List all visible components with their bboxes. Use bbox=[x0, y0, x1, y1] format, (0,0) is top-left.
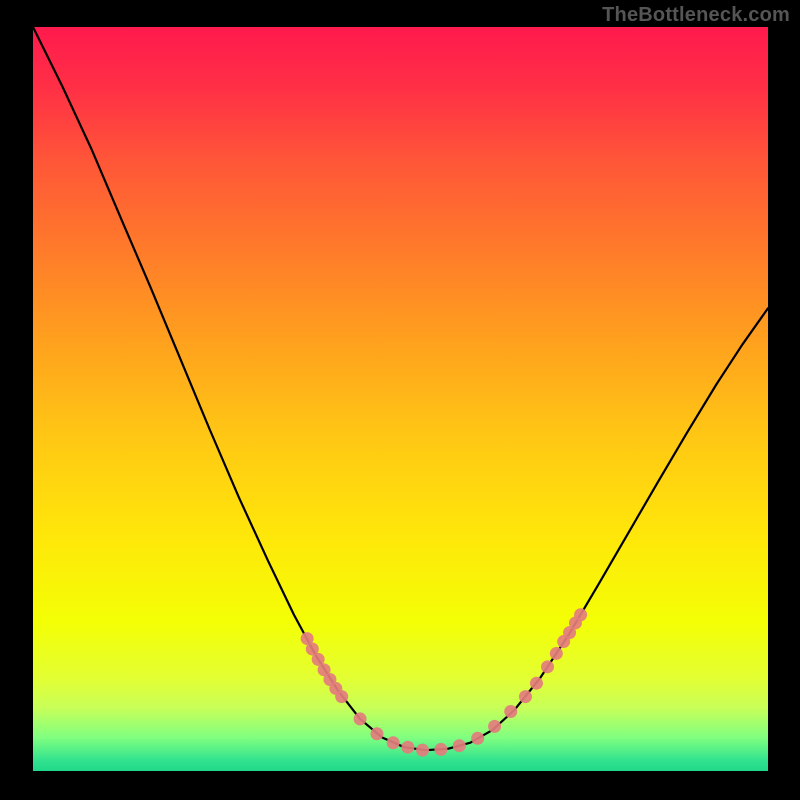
highlight-dot bbox=[471, 732, 484, 745]
chart-frame: TheBottleneck.com bbox=[0, 0, 800, 800]
bottleneck-chart bbox=[33, 27, 768, 771]
highlight-dot bbox=[335, 690, 348, 703]
highlight-dot bbox=[574, 608, 587, 621]
highlight-dot bbox=[504, 705, 517, 718]
highlight-dot bbox=[541, 660, 554, 673]
highlight-dot bbox=[453, 739, 466, 752]
highlight-dot bbox=[387, 736, 400, 749]
watermark-text: TheBottleneck.com bbox=[602, 4, 790, 27]
highlight-dot bbox=[550, 647, 563, 660]
highlight-dot bbox=[488, 720, 501, 733]
highlight-dot bbox=[519, 690, 532, 703]
highlight-dot bbox=[530, 677, 543, 690]
gradient-background bbox=[33, 27, 768, 771]
highlight-dot bbox=[370, 727, 383, 740]
highlight-dot bbox=[434, 743, 447, 756]
highlight-dot bbox=[401, 741, 414, 754]
highlight-dot bbox=[354, 712, 367, 725]
highlight-dot bbox=[416, 744, 429, 757]
